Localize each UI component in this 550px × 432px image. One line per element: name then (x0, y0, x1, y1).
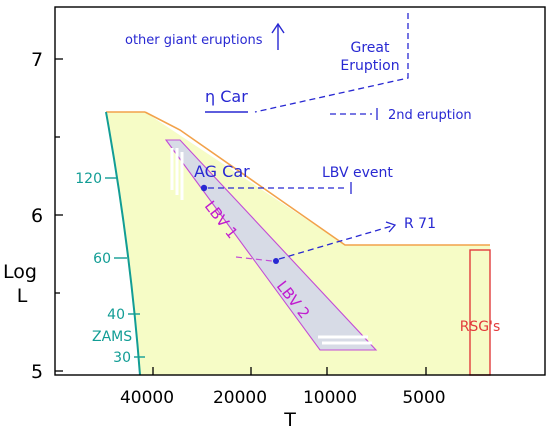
mass-label: 30 (113, 350, 131, 366)
lbv-strip (164, 139, 378, 351)
second-eruption-label: 2nd eruption (388, 108, 472, 123)
rsg-label: RSG's (460, 319, 501, 335)
zams-label: ZAMS (92, 329, 132, 345)
y-tick-label: 7 (31, 49, 43, 71)
plot-frame (54, 6, 546, 376)
great-eruption-label: Eruption (340, 58, 399, 74)
up-arrow-icon (271, 22, 285, 50)
lbv-event-label: LBV event (322, 165, 393, 181)
y-axis-label: Log (3, 261, 37, 283)
y-ticks (55, 58, 63, 372)
ag-car-label: AG Car (194, 162, 250, 181)
x-tick-label: 10000 (303, 388, 357, 408)
x-tick-label: 40000 (120, 388, 174, 408)
r71-quiescent-path (235, 256, 273, 262)
x-ticks (152, 367, 427, 375)
mass-label: 120 (75, 171, 102, 187)
mass-label: 40 (107, 307, 125, 323)
mass-label: 60 (93, 251, 111, 267)
r71-point (273, 258, 279, 264)
zams-curve (105, 111, 141, 376)
y-tick-label: 6 (31, 205, 43, 227)
mass-ticks (105, 177, 145, 358)
x-axis-label: T (283, 409, 296, 431)
y-axis-label: L (17, 285, 28, 307)
x-tick-label: 20000 (213, 388, 267, 408)
eta-car-label: η Car (205, 87, 248, 106)
ag-car-point (200, 184, 208, 192)
r71-label: R 71 (404, 216, 436, 232)
other-giant-eruptions-label: other giant eruptions (125, 33, 263, 48)
great-eruption-path (254, 13, 409, 113)
r71-arrow-icon (385, 221, 397, 233)
hr-region (106, 112, 490, 375)
x-tick-label: 5000 (402, 388, 445, 408)
y-tick-label: 5 (31, 361, 43, 383)
great-eruption-label: Great (351, 40, 390, 56)
